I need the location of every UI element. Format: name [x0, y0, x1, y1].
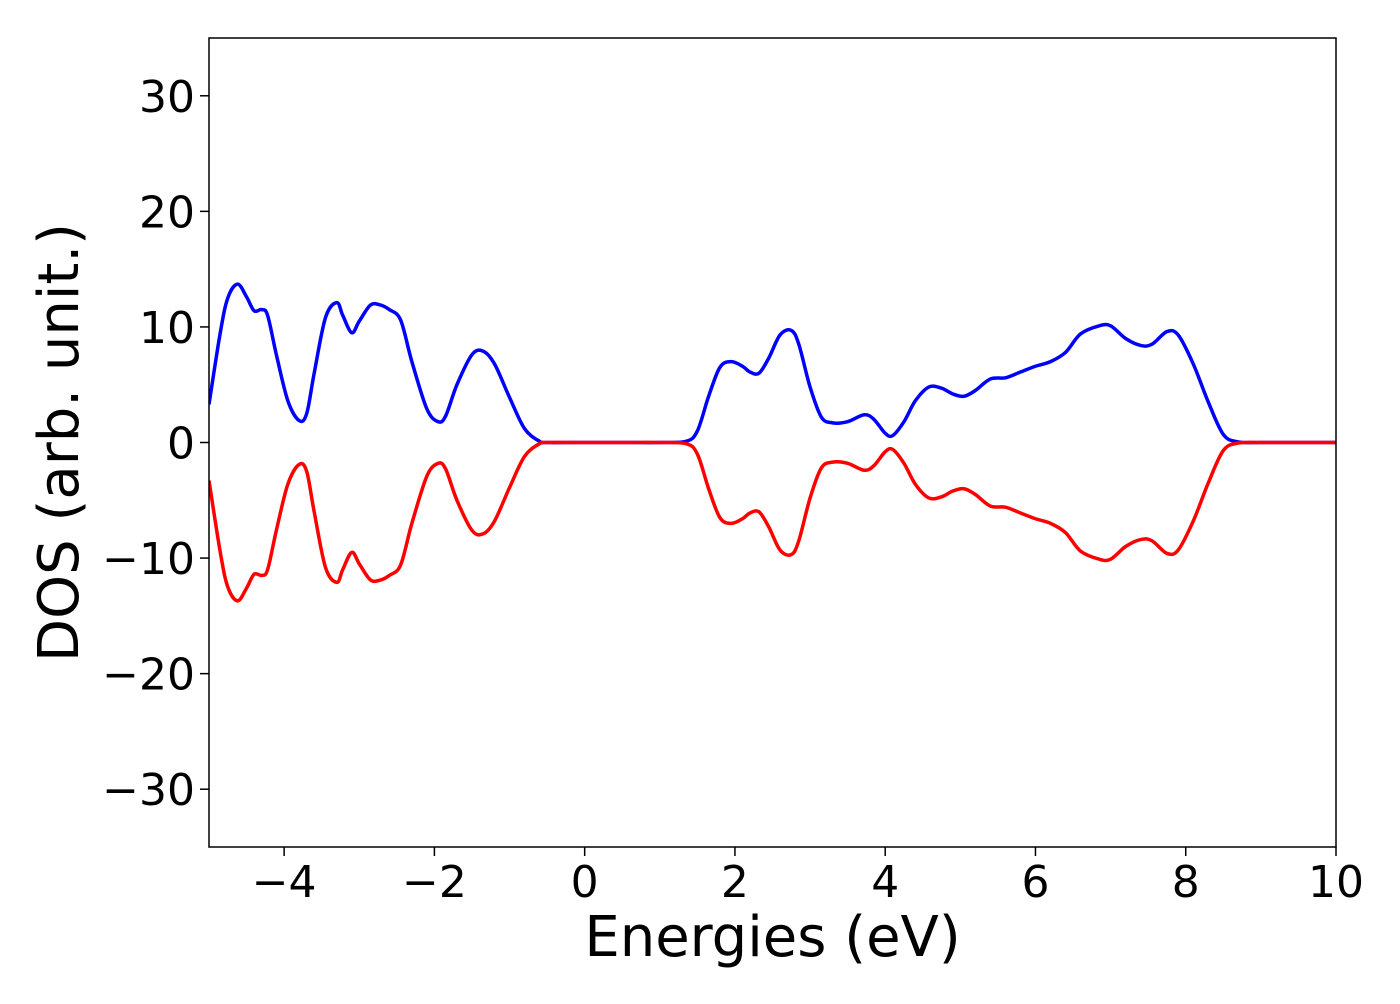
y-tick-label: −30 [102, 765, 195, 816]
y-ticks: −30 −20 −10 0 10 20 30 [102, 72, 209, 816]
series-line-spin-up [209, 282, 1336, 445]
x-tick-label: −2 [402, 857, 467, 908]
y-tick-label: 20 [139, 187, 195, 238]
y-tick-label: 0 [167, 419, 195, 470]
x-tick-label: 4 [871, 857, 899, 908]
x-tick-label: 0 [571, 857, 599, 908]
x-tick-label: −4 [252, 857, 317, 908]
series-line-spin-down [209, 440, 1336, 603]
y-axis-title: DOS (arb. unit.) [27, 223, 92, 662]
y-tick-label: −20 [102, 650, 195, 701]
y-tick-label: 10 [139, 303, 195, 354]
x-ticks: −4 −2 0 2 4 6 8 10 [252, 847, 1364, 908]
x-axis-title: Energies (eV) [584, 905, 960, 970]
x-tick-label: 6 [1021, 857, 1049, 908]
y-tick-label: 30 [139, 72, 195, 123]
series-layer [209, 282, 1336, 603]
x-tick-label: 10 [1308, 857, 1364, 908]
plot-frame [208, 37, 1337, 848]
x-tick-label: 2 [721, 857, 749, 908]
x-tick-label: 8 [1172, 857, 1200, 908]
y-tick-label: −10 [102, 534, 195, 585]
